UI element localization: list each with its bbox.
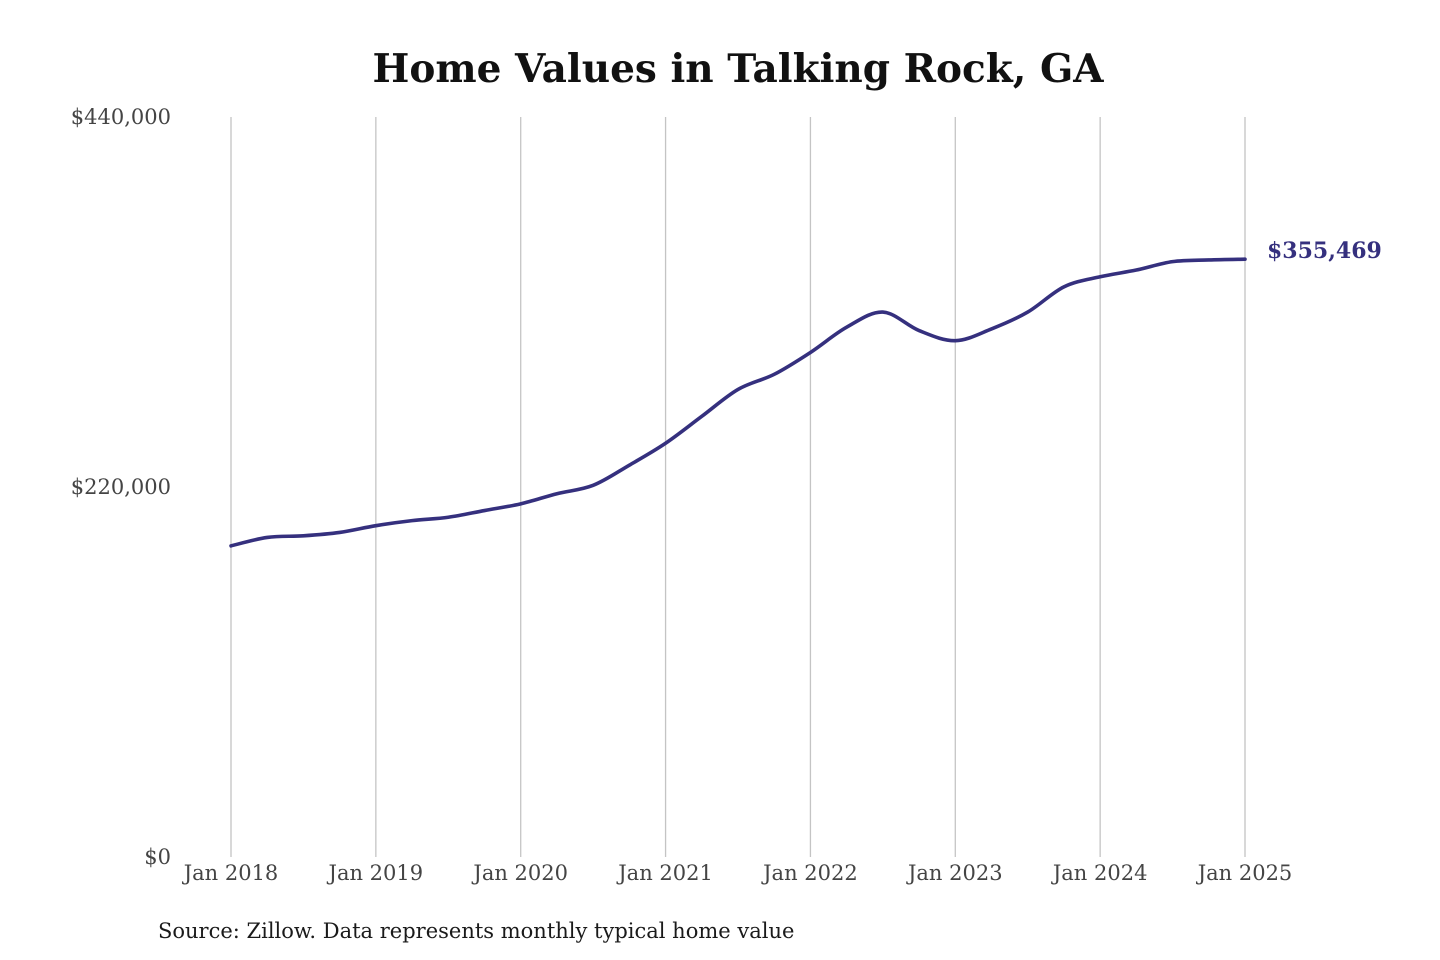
data-point-2020-04 [555, 492, 558, 495]
data-point-2022-04 [845, 326, 848, 329]
y-axis-ticks: $0 $220,000 $440,000 [71, 105, 171, 869]
data-point-2018-01 [229, 544, 232, 547]
data-point-2019-01 [374, 524, 377, 527]
data-point-2025-01 [1243, 258, 1246, 261]
series-layer: $355,469 [229, 238, 1382, 548]
data-point-2018-04 [266, 536, 269, 539]
data-point-2023-07 [1026, 310, 1029, 313]
data-point-2021-04 [700, 415, 703, 418]
data-point-2022-07 [881, 310, 884, 313]
data-point-2019-07 [447, 516, 450, 519]
data-point-2020-07 [592, 484, 595, 487]
y-tick-label-220-000: $220,000 [71, 475, 171, 499]
chart-title: Home Values in Talking Rock, GA [372, 46, 1104, 92]
source-note: Source: Zillow. Data represents monthly … [158, 919, 794, 943]
data-point-2018-07 [302, 534, 305, 537]
data-point-2022-01 [809, 351, 812, 354]
data-point-2023-10 [1062, 285, 1065, 288]
x-tick-label-jan-2023: Jan 2023 [906, 861, 1003, 885]
y-tick-label-0: $0 [144, 845, 171, 869]
data-point-2020-10 [628, 464, 631, 467]
data-point-2019-04 [410, 519, 413, 522]
data-point-2021-10 [773, 373, 776, 376]
data-point-2022-10 [917, 329, 920, 332]
x-tick-label-jan-2024: Jan 2024 [1051, 861, 1148, 885]
data-point-2024-01 [1099, 275, 1102, 278]
x-tick-label-jan-2022: Jan 2022 [761, 861, 858, 885]
data-point-2023-04 [990, 327, 993, 330]
data-point-2024-07 [1171, 260, 1174, 263]
y-tick-label-440-000: $440,000 [71, 105, 171, 129]
x-tick-label-jan-2021: Jan 2021 [616, 861, 713, 885]
x-tick-label-jan-2020: Jan 2020 [471, 861, 568, 885]
gridlines [230, 117, 1246, 857]
data-point-2021-07 [736, 388, 739, 391]
data-point-2018-10 [338, 531, 341, 534]
data-point-2023-01 [954, 339, 957, 342]
series-line-0 [229, 257, 1247, 548]
x-tick-label-jan-2018: Jan 2018 [182, 861, 279, 885]
data-point-2024-04 [1135, 268, 1138, 271]
x-tick-label-jan-2025: Jan 2025 [1196, 861, 1293, 885]
data-point-2019-10 [483, 509, 486, 512]
data-point-2020-01 [519, 502, 522, 505]
x-axis-ticks: Jan 2018 Jan 2019 Jan 2020 Jan 2021 Jan 2022… [182, 861, 1293, 885]
end-value-label: $355,469 [1267, 238, 1382, 264]
data-point-2021-01 [664, 442, 667, 445]
x-tick-label-jan-2019: Jan 2019 [327, 861, 424, 885]
data-point-2024-10 [1207, 258, 1210, 261]
